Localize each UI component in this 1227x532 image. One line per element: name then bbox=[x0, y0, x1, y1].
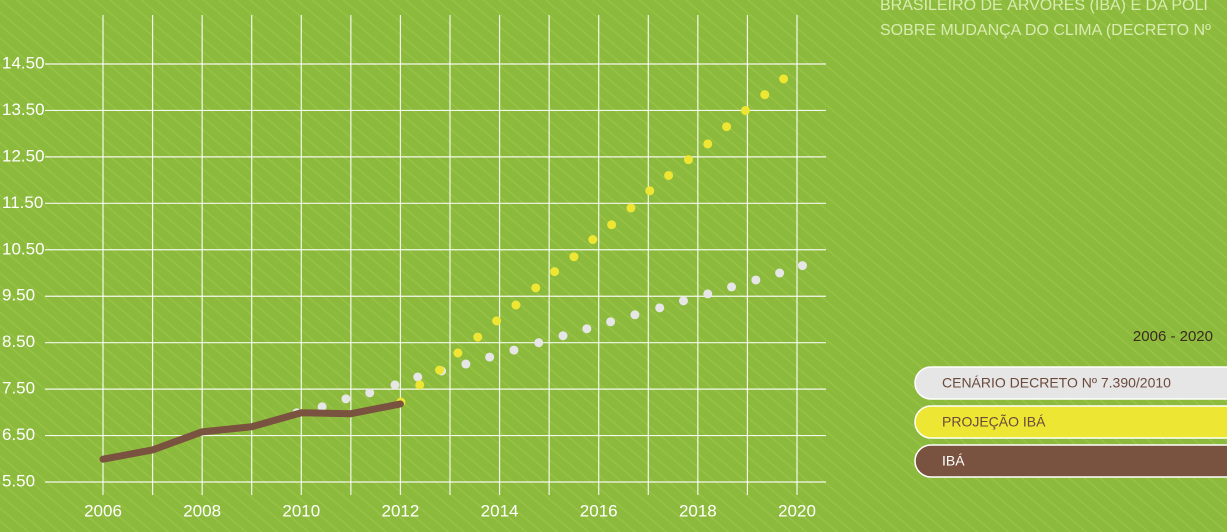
legend-swatch bbox=[914, 366, 1227, 400]
data-point bbox=[558, 331, 568, 341]
data-point bbox=[492, 316, 502, 326]
x-tick-label: 2020 bbox=[778, 501, 816, 520]
x-tick-label: 2008 bbox=[183, 501, 221, 520]
data-point bbox=[341, 394, 351, 404]
data-point bbox=[588, 235, 598, 245]
x-tick-label: 2018 bbox=[679, 501, 717, 520]
data-point bbox=[390, 380, 400, 390]
data-point bbox=[365, 388, 375, 398]
data-point bbox=[569, 252, 579, 262]
heading-line: SOBRE MUDANÇA DO CLIMA (DECRETO Nº bbox=[880, 22, 1211, 39]
data-point bbox=[582, 324, 592, 334]
data-point bbox=[797, 261, 807, 271]
x-tick-label: 2014 bbox=[481, 501, 519, 520]
legend-swatch bbox=[914, 405, 1227, 439]
y-tick-label: 10.50 bbox=[2, 239, 45, 258]
y-tick-label: 11.50 bbox=[2, 193, 43, 212]
legend-label: CENÁRIO DECRETO Nº 7.390/2010 bbox=[942, 375, 1171, 391]
data-point bbox=[606, 317, 616, 327]
legend-label: PROJEÇÃO IBÁ bbox=[942, 414, 1046, 430]
data-point bbox=[760, 90, 770, 100]
y-tick-label: 13.50 bbox=[2, 100, 45, 119]
data-point bbox=[626, 203, 636, 213]
x-tick-label: 2012 bbox=[382, 501, 420, 520]
data-point bbox=[655, 303, 665, 313]
data-point bbox=[509, 345, 519, 355]
data-point bbox=[664, 170, 674, 180]
y-tick-label: 9.50 bbox=[2, 286, 35, 305]
data-point bbox=[751, 275, 761, 285]
x-tick-label: 2016 bbox=[580, 501, 618, 520]
heading-line: BRASILEIRO DE ÁRVORES (IBÁ) E DA POLÍ bbox=[880, 0, 1208, 14]
data-point bbox=[703, 289, 713, 299]
data-point bbox=[630, 310, 640, 320]
data-point bbox=[473, 332, 483, 342]
data-point bbox=[775, 268, 785, 278]
data-point bbox=[485, 352, 495, 362]
data-point bbox=[722, 122, 732, 132]
data-point bbox=[727, 282, 737, 292]
legend-label: IBÁ bbox=[942, 453, 965, 469]
data-point bbox=[317, 402, 327, 412]
y-tick-label: 5.50 bbox=[2, 471, 35, 490]
data-point bbox=[435, 365, 445, 375]
data-point bbox=[740, 105, 750, 115]
y-tick-label: 7.50 bbox=[2, 379, 35, 398]
data-point bbox=[703, 139, 713, 149]
data-point bbox=[531, 283, 541, 293]
x-tick-label: 2010 bbox=[282, 501, 320, 520]
legend-swatch bbox=[914, 444, 1227, 478]
data-point bbox=[461, 359, 471, 369]
data-point bbox=[645, 186, 655, 196]
y-tick-label: 12.50 bbox=[2, 146, 45, 165]
data-point bbox=[453, 348, 463, 358]
legend-title: 2006 - 2020 bbox=[1133, 328, 1213, 345]
data-point bbox=[678, 296, 688, 306]
series-line bbox=[99, 400, 404, 463]
data-point bbox=[511, 300, 521, 310]
data-point bbox=[550, 267, 560, 277]
data-point bbox=[413, 372, 423, 382]
data-point bbox=[683, 155, 693, 165]
data-point bbox=[779, 74, 789, 84]
data-point bbox=[607, 220, 617, 230]
y-tick-label: 6.50 bbox=[2, 425, 35, 444]
data-point bbox=[534, 338, 544, 348]
data-point bbox=[415, 380, 425, 390]
y-tick-label: 14.50 bbox=[2, 53, 45, 72]
y-tick-label: 8.50 bbox=[2, 332, 35, 351]
x-tick-label: 2006 bbox=[84, 501, 122, 520]
